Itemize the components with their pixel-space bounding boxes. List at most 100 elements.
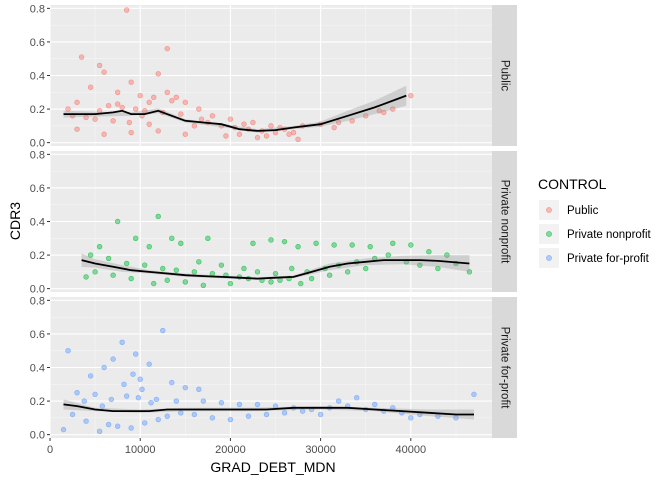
x-tick-label: 0 bbox=[47, 444, 53, 456]
data-point bbox=[198, 116, 205, 122]
data-point bbox=[99, 403, 106, 409]
data-point bbox=[349, 242, 355, 248]
data-point bbox=[272, 270, 279, 277]
data-point bbox=[173, 94, 179, 101]
data-point bbox=[178, 410, 184, 416]
data-point bbox=[268, 279, 274, 285]
data-point bbox=[178, 111, 184, 117]
data-point bbox=[353, 395, 360, 401]
data-point bbox=[132, 351, 139, 357]
data-point bbox=[241, 121, 247, 127]
data-point bbox=[254, 401, 261, 408]
data-point bbox=[65, 348, 71, 354]
data-point bbox=[281, 238, 288, 245]
data-point bbox=[290, 129, 297, 136]
y-tick-label: 0.8 bbox=[30, 3, 45, 15]
data-point bbox=[236, 401, 243, 408]
data-point bbox=[126, 119, 133, 126]
data-point bbox=[218, 400, 225, 406]
data-point bbox=[146, 121, 152, 127]
y-tick-label: 0.2 bbox=[30, 104, 45, 116]
y-tick-label: 0.2 bbox=[30, 250, 45, 262]
data-point bbox=[178, 240, 184, 247]
data-point bbox=[128, 79, 134, 85]
data-point bbox=[289, 265, 295, 272]
data-point bbox=[182, 99, 189, 106]
y-tick-label: 0.0 bbox=[30, 430, 45, 442]
data-point bbox=[426, 249, 432, 255]
legend-key-point bbox=[546, 231, 552, 237]
data-point bbox=[164, 89, 170, 95]
data-point bbox=[123, 393, 130, 399]
data-point bbox=[254, 269, 261, 275]
data-point bbox=[218, 262, 225, 268]
data-point bbox=[164, 45, 170, 52]
legend-label: Private for-profit bbox=[567, 253, 650, 265]
data-point bbox=[417, 262, 423, 268]
data-point bbox=[119, 104, 125, 111]
facet-strips: Public Private nonprofit Private for-profi… bbox=[492, 5, 517, 438]
panels-layer: 0.00.20.40.60.80.00.20.40.60.80.00.20.40… bbox=[30, 3, 492, 442]
data-point bbox=[372, 401, 378, 408]
data-point bbox=[87, 373, 94, 379]
data-point bbox=[74, 389, 80, 396]
data-point bbox=[60, 426, 67, 433]
data-point bbox=[286, 131, 292, 137]
facet-strip: Public bbox=[492, 5, 517, 146]
data-point bbox=[173, 398, 179, 404]
data-point bbox=[268, 123, 274, 129]
data-point bbox=[408, 415, 414, 421]
data-point bbox=[96, 243, 103, 250]
data-point bbox=[263, 411, 270, 418]
y-tick-label: 0.8 bbox=[30, 149, 45, 161]
legend-entry: Public bbox=[539, 200, 599, 220]
data-point bbox=[313, 240, 319, 247]
legend-entry: Private nonprofit bbox=[539, 224, 652, 244]
data-point bbox=[385, 252, 391, 258]
data-point bbox=[121, 381, 127, 387]
data-point bbox=[101, 131, 107, 137]
y-axis-title: CDR3 bbox=[7, 202, 23, 240]
data-point bbox=[250, 240, 256, 247]
data-point bbox=[169, 379, 175, 386]
data-point bbox=[408, 92, 414, 99]
data-point bbox=[241, 265, 247, 272]
strip-background bbox=[492, 151, 517, 292]
data-point bbox=[114, 218, 121, 225]
strip-background bbox=[492, 5, 517, 146]
legend-key bbox=[539, 224, 559, 244]
data-point bbox=[191, 123, 198, 129]
y-tick-label: 0.8 bbox=[30, 295, 45, 307]
data-point bbox=[408, 242, 414, 248]
data-point bbox=[223, 133, 229, 139]
data-point bbox=[108, 396, 115, 403]
data-point bbox=[101, 364, 107, 371]
data-point bbox=[164, 277, 170, 283]
x-tick-label: 40000 bbox=[396, 444, 427, 456]
data-point bbox=[295, 243, 301, 250]
y-tick-label: 0.4 bbox=[30, 363, 45, 375]
data-point bbox=[335, 119, 342, 126]
data-point bbox=[151, 94, 157, 101]
data-point bbox=[139, 386, 145, 393]
data-point bbox=[299, 408, 306, 414]
data-point bbox=[317, 411, 324, 418]
data-point bbox=[148, 400, 154, 406]
data-point bbox=[191, 269, 198, 275]
data-point bbox=[227, 416, 234, 423]
data-point bbox=[169, 97, 175, 104]
data-point bbox=[142, 262, 148, 268]
data-point bbox=[137, 92, 143, 99]
data-point bbox=[128, 129, 134, 136]
data-point bbox=[196, 106, 202, 112]
data-point bbox=[130, 371, 136, 377]
legend: CONTROL Public Private nonprofit Private f… bbox=[538, 176, 652, 268]
data-point bbox=[65, 106, 71, 112]
smooth-line bbox=[81, 259, 470, 280]
data-point bbox=[344, 269, 351, 275]
y-tick-label: 0.0 bbox=[30, 138, 45, 150]
data-point bbox=[92, 391, 98, 398]
data-point bbox=[227, 280, 234, 287]
data-point bbox=[295, 136, 301, 142]
